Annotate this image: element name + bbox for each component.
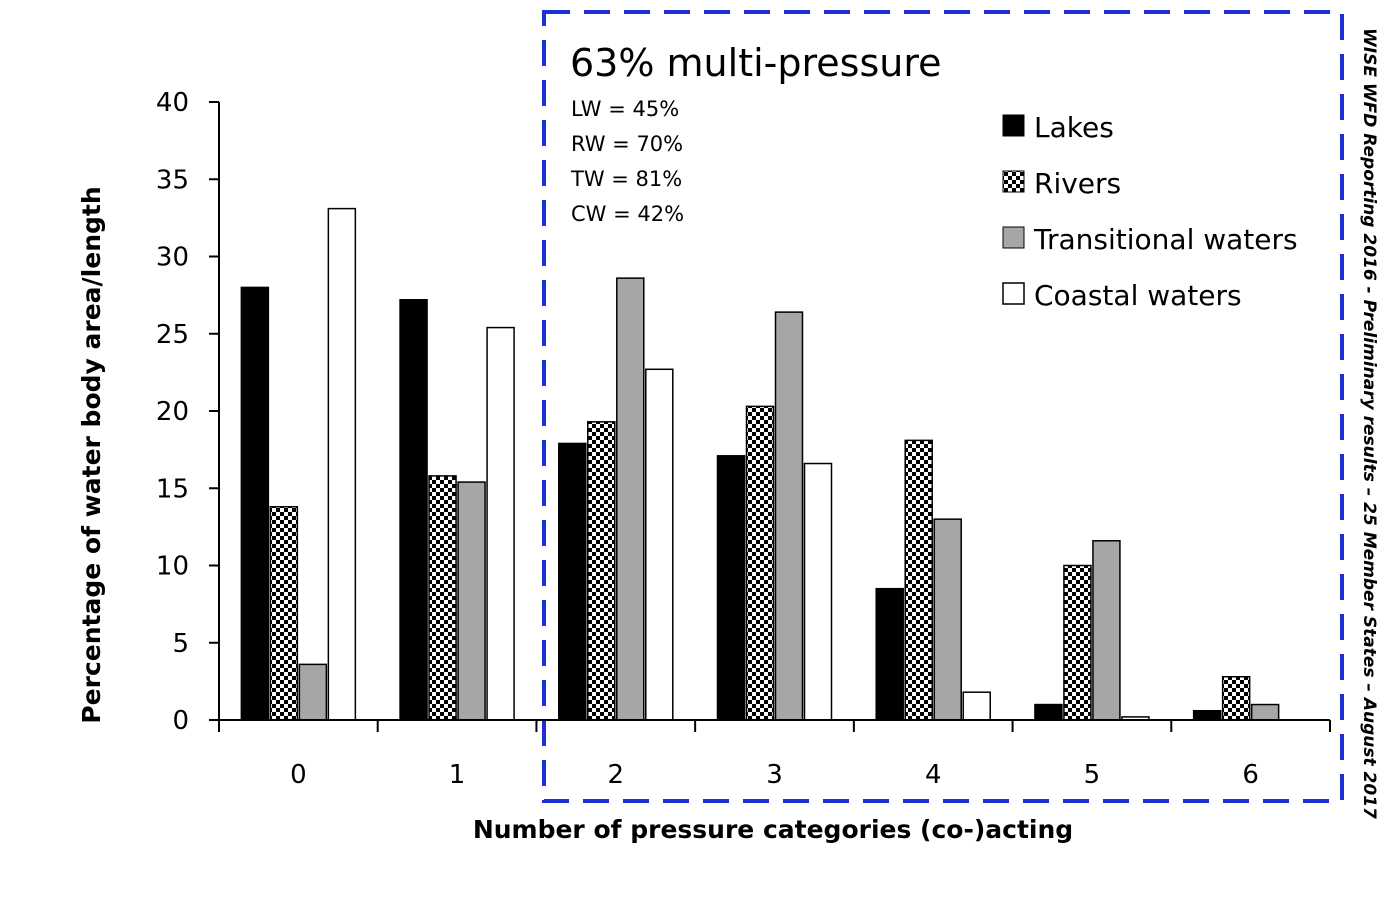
legend-swatch-rivers <box>1002 170 1025 193</box>
source-note: WISE WFD Reporting 2016 - Preliminary re… <box>1359 28 1379 819</box>
bar-transitional-waters-5 <box>1092 540 1121 721</box>
bar-rivers-6 <box>1221 675 1251 721</box>
bar-rivers-3 <box>745 405 775 721</box>
legend-label-lakes: Lakes <box>1034 111 1114 144</box>
bar-coastal-waters-4 <box>962 691 991 721</box>
bar-rivers-1 <box>428 475 457 721</box>
axes-layer: 0 5 10 15 20 25 30 35 40 0 1 2 3 4 5 6 <box>156 88 1331 790</box>
bar-coastal-waters-0 <box>327 207 357 721</box>
bar-lakes-2 <box>558 442 587 721</box>
x-tick-label: 2 <box>608 760 625 790</box>
legend-swatch-lakes <box>1002 114 1025 137</box>
bar-lakes-6 <box>1192 709 1222 721</box>
legend-label-coastal: Coastal waters <box>1034 279 1242 312</box>
y-axis-title: Percentage of water body area/length <box>77 186 106 723</box>
legend-swatch-transitional <box>1002 226 1025 249</box>
bar-rivers-0 <box>269 506 299 721</box>
y-tick-label: 0 <box>172 706 189 736</box>
y-tick-label: 25 <box>156 320 189 350</box>
bar-rivers-4 <box>904 439 933 721</box>
legend-label-transitional: Transitional waters <box>1033 223 1298 256</box>
y-tick-label: 10 <box>156 552 189 582</box>
bar-lakes-1 <box>399 299 428 721</box>
callout-line-rw: RW = 70% <box>571 132 683 156</box>
bar-coastal-waters-1 <box>486 326 515 721</box>
x-tick-label: 4 <box>925 760 942 790</box>
legend-swatch-coastal <box>1002 282 1025 305</box>
y-tick-label: 30 <box>156 243 189 273</box>
bar-transitional-waters-2 <box>616 277 645 721</box>
bar-transitional-waters-1 <box>457 481 486 721</box>
bar-lakes-4 <box>875 587 904 721</box>
y-tick-label: 20 <box>156 397 189 427</box>
bar-transitional-waters-0 <box>298 663 328 721</box>
y-tick-label: 15 <box>156 474 189 504</box>
x-tick-label: 1 <box>449 760 466 790</box>
x-tick-label: 6 <box>1242 760 1259 790</box>
bar-coastal-waters-3 <box>803 462 833 721</box>
x-tick-label: 5 <box>1084 760 1101 790</box>
legend-label-rivers: Rivers <box>1034 167 1121 200</box>
bar-rivers-2 <box>587 421 616 721</box>
x-axis-title: Number of pressure categories (co-)actin… <box>473 815 1073 844</box>
bar-rivers-5 <box>1063 564 1092 721</box>
bar-lakes-0 <box>240 286 270 721</box>
x-tick-label: 0 <box>290 760 307 790</box>
bars-layer <box>240 207 1280 721</box>
bar-transitional-waters-3 <box>774 311 804 721</box>
multi-pressure-callout-box <box>542 10 1344 803</box>
bar-lakes-5 <box>1034 703 1063 721</box>
callout-title: 63% multi-pressure <box>570 41 942 85</box>
bar-transitional-waters-4 <box>933 518 962 721</box>
y-tick-label: 40 <box>156 88 189 118</box>
y-tick-label: 35 <box>156 165 189 195</box>
x-tick-label: 3 <box>766 760 783 790</box>
callout-line-cw: CW = 42% <box>571 202 684 226</box>
bar-transitional-waters-6 <box>1250 703 1280 721</box>
legend: Lakes Rivers Transitional waters Coastal… <box>1002 111 1298 312</box>
callout-line-lw: LW = 45% <box>571 97 679 121</box>
y-tick-label: 5 <box>172 629 189 659</box>
bar-lakes-3 <box>716 455 746 721</box>
bar-coastal-waters-2 <box>645 368 674 721</box>
callout-line-tw: TW = 81% <box>570 167 682 191</box>
